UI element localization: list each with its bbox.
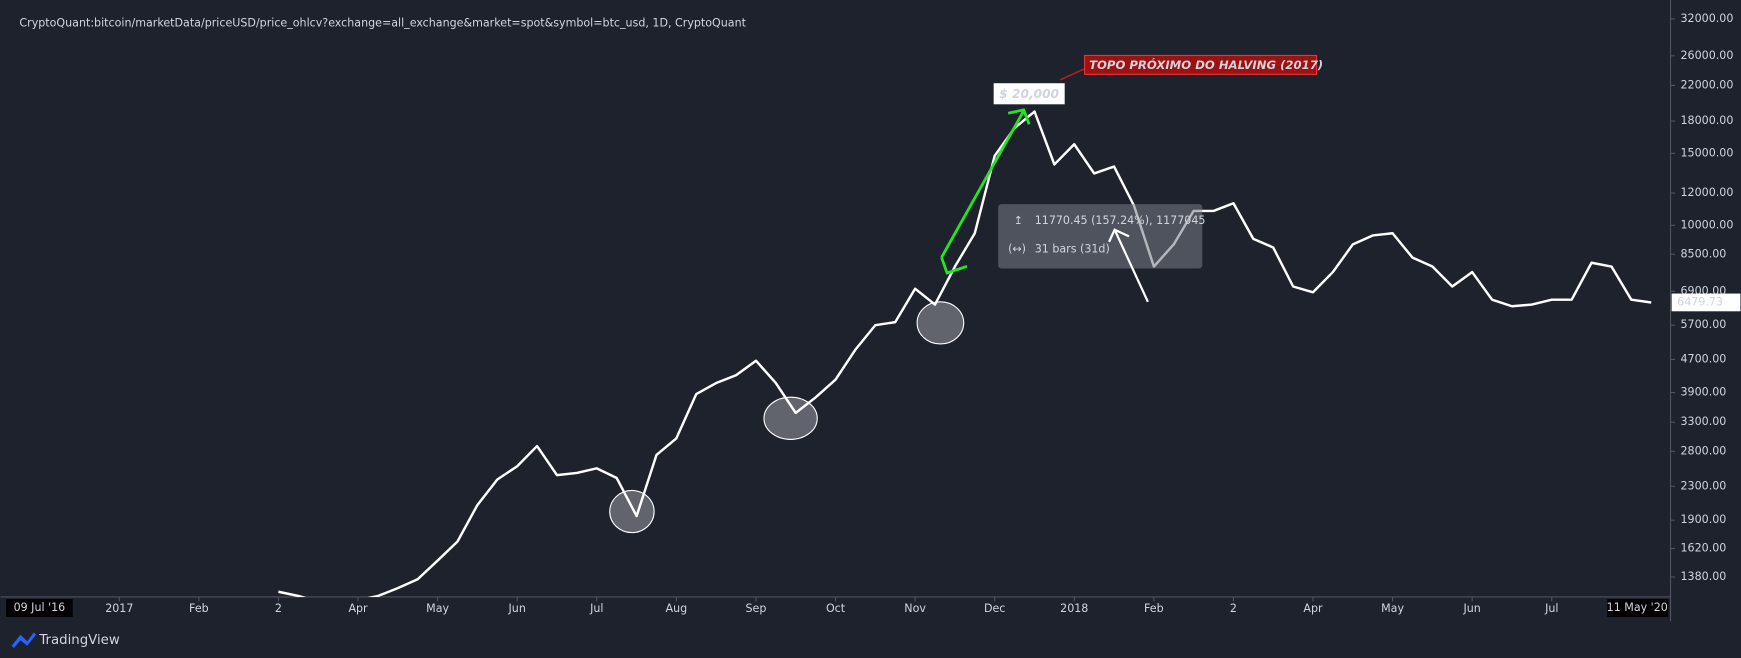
x-tick-label: Nov bbox=[904, 602, 926, 615]
annotations: ↥ (↔) 11770.45 (157.24%), 1177045 31 bar… bbox=[609, 54, 1323, 534]
y-tick-label: 18000.00 bbox=[1681, 114, 1734, 127]
y-tick-label: 1380.00 bbox=[1681, 570, 1727, 583]
y-tick-label: 2800.00 bbox=[1681, 444, 1727, 457]
y-tick-label: 8500.00 bbox=[1681, 247, 1727, 260]
x-tick-label: 2017 bbox=[105, 602, 133, 615]
brand-logo bbox=[11, 632, 37, 649]
white-arrow-head bbox=[1108, 228, 1130, 243]
measure-bars: 31 bars (31d) bbox=[1035, 243, 1110, 256]
y-tick-label: 1900.00 bbox=[1681, 513, 1727, 526]
measure-icon: (↔) bbox=[1008, 243, 1026, 256]
x-tick-label: 2 bbox=[275, 602, 282, 615]
halving-label: TOPO PRÓXIMO DO HALVING (2017) bbox=[1089, 57, 1323, 72]
x-tick-label: Feb bbox=[1144, 602, 1164, 615]
x-tick-label: Aug bbox=[666, 602, 688, 615]
x-tick-label: Feb bbox=[189, 602, 209, 615]
x-range-start-box bbox=[6, 599, 73, 617]
x-tick-label: Apr bbox=[348, 602, 368, 615]
x-tick-label: Jul bbox=[589, 602, 603, 615]
y-tick-label: 15000.00 bbox=[1681, 146, 1734, 159]
x-tick-label: Sep bbox=[745, 602, 766, 615]
highlight-ellipse bbox=[609, 489, 655, 534]
brand: TradingView bbox=[11, 632, 120, 649]
measure-box bbox=[998, 204, 1203, 269]
y-tick-label: 4700.00 bbox=[1681, 352, 1727, 365]
y-tick-label: 22000.00 bbox=[1681, 78, 1734, 91]
last-value-box bbox=[1671, 293, 1741, 312]
x-tick-label: Jun bbox=[1463, 602, 1481, 615]
y-tick-label: 5700.00 bbox=[1681, 318, 1727, 331]
price-label: $ 20,000 bbox=[999, 87, 1059, 101]
x-tick-label: May bbox=[426, 602, 449, 615]
y-tick-label: 3300.00 bbox=[1681, 415, 1727, 428]
x-range-start: 09 Jul '16 bbox=[14, 601, 66, 614]
y-tick-label: 1620.00 bbox=[1681, 542, 1727, 555]
x-tick-label: Jun bbox=[508, 602, 526, 615]
measure-icon: ↥ bbox=[1014, 214, 1023, 227]
x-range-end-box bbox=[1607, 599, 1669, 617]
halving-label-box bbox=[1084, 54, 1318, 75]
brand-name: TradingView bbox=[38, 633, 119, 648]
price-label-box bbox=[993, 83, 1065, 105]
x-tick-label: Oct bbox=[826, 602, 846, 615]
measure-change: 11770.45 (157.24%), 1177045 bbox=[1035, 214, 1206, 227]
y-tick-label: 32000.00 bbox=[1681, 12, 1734, 25]
x-tick-label: May bbox=[1381, 602, 1404, 615]
x-tick-label: Dec bbox=[984, 602, 1005, 615]
halving-pointer bbox=[1059, 68, 1085, 81]
white-arrow bbox=[1113, 229, 1149, 303]
green-arrow bbox=[940, 110, 1025, 259]
y-tick-label: 10000.00 bbox=[1681, 218, 1734, 231]
y-tick-label: 26000.00 bbox=[1681, 49, 1734, 62]
x-tick-label: Apr bbox=[1303, 602, 1323, 615]
y-tick-label: 3900.00 bbox=[1681, 386, 1727, 399]
highlight-ellipse bbox=[916, 301, 965, 345]
x-tick-label: 2 bbox=[1230, 602, 1237, 615]
x-tick-label: 2018 bbox=[1060, 602, 1088, 615]
green-arrow-head bbox=[1007, 108, 1031, 125]
highlight-ellipse bbox=[763, 396, 818, 440]
price-line bbox=[278, 110, 1652, 597]
y-tick-label: 2300.00 bbox=[1681, 479, 1727, 492]
green-arrow-head bbox=[940, 256, 968, 275]
x-range-end: 11 May '20 bbox=[1607, 601, 1668, 614]
x-tick-label: Jul bbox=[1544, 602, 1558, 615]
chart-title: CryptoQuant:bitcoin/marketData/priceUSD/… bbox=[19, 16, 746, 29]
y-tick-label: 12000.00 bbox=[1681, 186, 1734, 199]
last-value-label: 6479.73 bbox=[1677, 295, 1723, 308]
